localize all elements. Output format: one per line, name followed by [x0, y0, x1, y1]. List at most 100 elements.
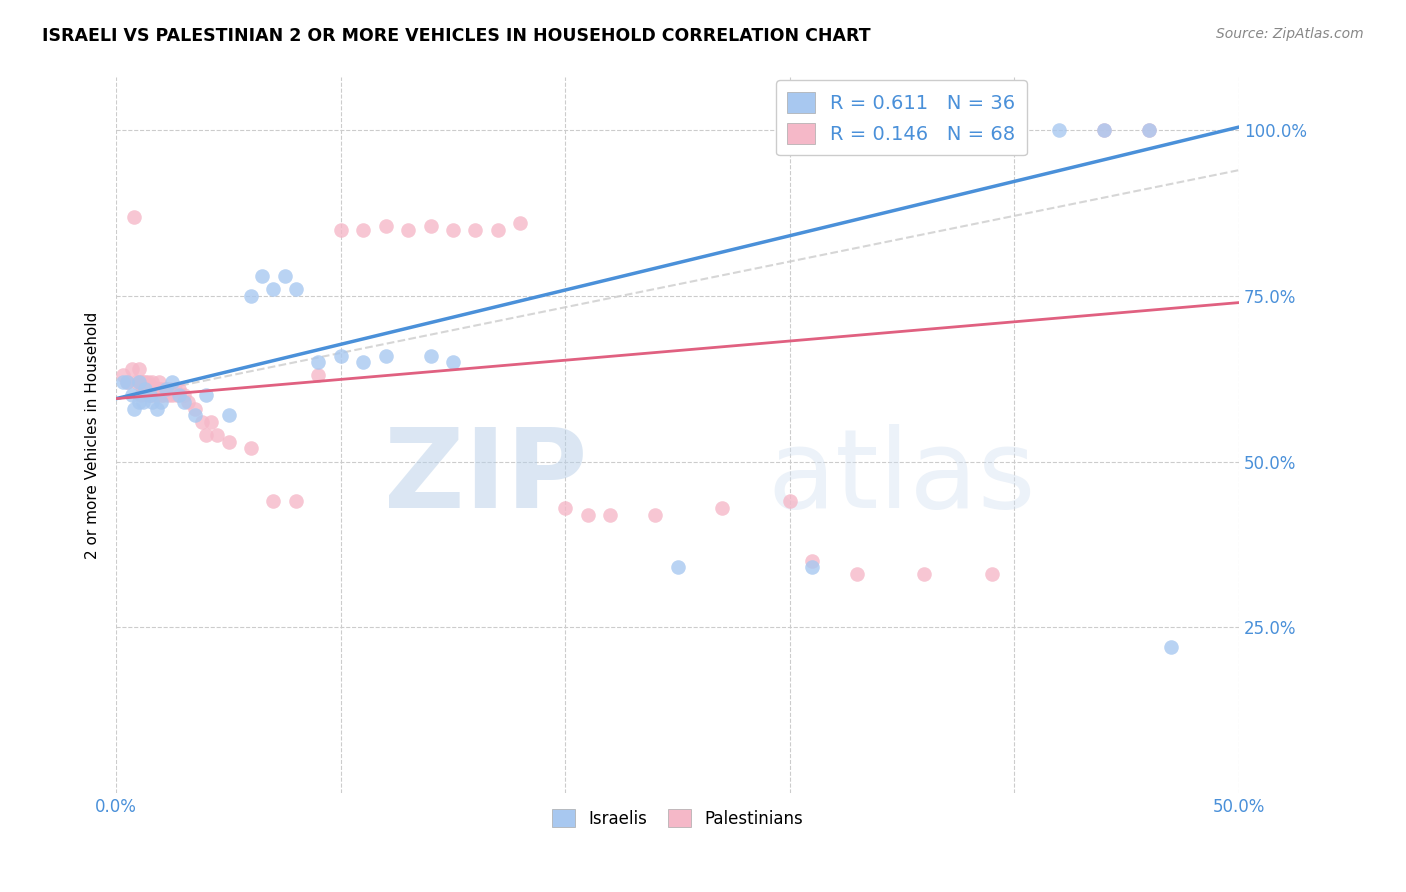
Text: atlas: atlas — [768, 425, 1036, 532]
Point — [307, 355, 329, 369]
Point — [132, 382, 155, 396]
Point — [177, 395, 200, 409]
Point — [134, 382, 156, 396]
Point — [240, 289, 263, 303]
Point — [1137, 123, 1160, 137]
Text: ISRAELI VS PALESTINIAN 2 OR MORE VEHICLES IN HOUSEHOLD CORRELATION CHART: ISRAELI VS PALESTINIAN 2 OR MORE VEHICLE… — [42, 27, 870, 45]
Point — [419, 349, 441, 363]
Point — [262, 494, 284, 508]
Point — [134, 382, 156, 396]
Point — [150, 388, 173, 402]
Point — [352, 223, 374, 237]
Legend: Israelis, Palestinians: Israelis, Palestinians — [546, 803, 810, 834]
Point — [143, 388, 166, 402]
Point — [155, 382, 177, 396]
Point — [117, 375, 139, 389]
Point — [167, 382, 190, 396]
Point — [464, 223, 486, 237]
Point — [173, 395, 195, 409]
Point — [644, 508, 666, 522]
Point — [184, 408, 207, 422]
Point — [129, 375, 152, 389]
Point — [284, 282, 307, 296]
Point — [218, 434, 240, 449]
Point — [554, 500, 576, 515]
Point — [152, 388, 174, 402]
Point — [509, 216, 531, 230]
Point — [159, 382, 181, 396]
Point — [218, 408, 240, 422]
Point — [184, 401, 207, 416]
Point — [132, 395, 155, 409]
Point — [374, 349, 396, 363]
Point — [128, 375, 150, 389]
Point — [122, 210, 145, 224]
Point — [374, 219, 396, 234]
Point — [141, 375, 163, 389]
Point — [307, 368, 329, 383]
Point — [1047, 123, 1070, 137]
Point — [128, 375, 150, 389]
Point — [141, 395, 163, 409]
Point — [166, 388, 188, 402]
Point — [195, 388, 218, 402]
Point — [145, 401, 167, 416]
Point — [329, 223, 352, 237]
Point — [129, 388, 152, 402]
Point — [1137, 123, 1160, 137]
Point — [156, 388, 179, 402]
Point — [1092, 123, 1115, 137]
Point — [128, 395, 150, 409]
Point — [132, 375, 155, 389]
Point — [801, 560, 824, 574]
Point — [801, 554, 824, 568]
Point — [121, 388, 143, 402]
Point — [122, 401, 145, 416]
Point — [145, 388, 167, 402]
Point — [136, 388, 159, 402]
Point — [143, 382, 166, 396]
Point — [111, 375, 134, 389]
Point — [250, 269, 273, 284]
Point — [173, 388, 195, 402]
Point — [111, 368, 134, 383]
Point — [150, 382, 173, 396]
Point — [141, 382, 163, 396]
Point — [139, 388, 162, 402]
Point — [396, 223, 419, 237]
Point — [441, 355, 464, 369]
Text: ZIP: ZIP — [384, 425, 588, 532]
Point — [486, 223, 509, 237]
Point — [273, 269, 295, 284]
Text: Source: ZipAtlas.com: Source: ZipAtlas.com — [1216, 27, 1364, 41]
Point — [139, 388, 162, 402]
Point — [128, 361, 150, 376]
Point — [711, 500, 734, 515]
Point — [599, 508, 621, 522]
Point — [117, 375, 139, 389]
Point — [419, 219, 441, 234]
Point — [1092, 123, 1115, 137]
Point — [207, 428, 229, 442]
Point — [200, 415, 222, 429]
Point — [121, 361, 143, 376]
Point — [262, 282, 284, 296]
Point — [284, 494, 307, 508]
Point — [441, 223, 464, 237]
Point — [190, 415, 212, 429]
Point — [329, 349, 352, 363]
Point — [576, 508, 599, 522]
Point — [162, 388, 184, 402]
Point — [163, 382, 186, 396]
Point — [162, 375, 184, 389]
Point — [779, 494, 801, 508]
Point — [195, 428, 218, 442]
Point — [167, 388, 190, 402]
Point — [155, 382, 177, 396]
Y-axis label: 2 or more Vehicles in Household: 2 or more Vehicles in Household — [86, 311, 100, 558]
Point — [352, 355, 374, 369]
Point — [139, 378, 162, 392]
Point — [914, 567, 936, 582]
Point — [666, 560, 689, 574]
Point — [980, 567, 1002, 582]
